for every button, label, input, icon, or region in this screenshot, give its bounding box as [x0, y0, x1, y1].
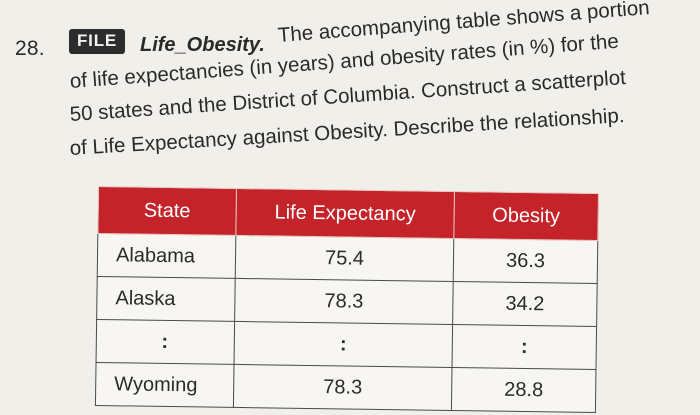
- cell-obesity: 34.2: [452, 281, 598, 327]
- table-header-row: State Life Expectancy Obesity: [97, 186, 599, 241]
- header-state: State: [97, 186, 237, 236]
- table-row: Wyoming 78.3 28.8: [95, 362, 596, 413]
- cell-obesity-ellipsis: :: [452, 324, 597, 370]
- table-row: Alaska 78.3 34.2: [96, 276, 598, 327]
- cell-obesity: 36.3: [453, 238, 598, 284]
- problem-statement: 28. FILE Life_Obesity. The accompanying …: [12, 0, 692, 175]
- cell-state: Wyoming: [95, 362, 235, 408]
- cell-state: Alaska: [96, 276, 236, 322]
- cell-state: Alabama: [97, 233, 236, 279]
- cell-state-ellipsis: :: [96, 319, 235, 365]
- cell-life-expectancy: 78.3: [234, 278, 454, 325]
- problem-number: 28.: [15, 37, 45, 60]
- table-row: Alabama 75.4 36.3: [97, 233, 598, 284]
- data-table-container: State Life Expectancy Obesity Alabama 75…: [95, 186, 600, 415]
- cell-obesity: 28.8: [451, 367, 596, 413]
- data-table: State Life Expectancy Obesity Alabama 75…: [95, 186, 599, 413]
- header-life-expectancy: Life Expectancy: [235, 188, 455, 239]
- cell-life-expectancy-ellipsis: :: [234, 321, 453, 368]
- table-row-ellipsis: : : :: [96, 319, 597, 370]
- header-obesity: Obesity: [453, 191, 599, 241]
- cell-life-expectancy: 78.3: [233, 364, 453, 411]
- file-name: Life_Obesity.: [140, 34, 265, 56]
- file-badge: FILE: [69, 29, 126, 54]
- cell-life-expectancy: 75.4: [235, 235, 454, 282]
